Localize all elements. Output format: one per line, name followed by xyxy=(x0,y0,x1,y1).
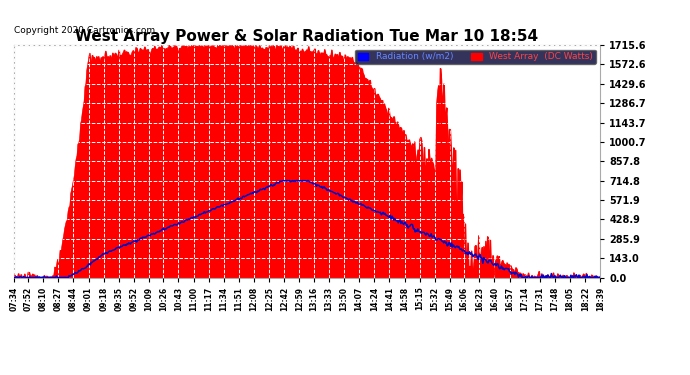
Legend: Radiation (w/m2), West Array  (DC Watts): Radiation (w/m2), West Array (DC Watts) xyxy=(355,50,595,64)
Title: West Array Power & Solar Radiation Tue Mar 10 18:54: West Array Power & Solar Radiation Tue M… xyxy=(75,29,539,44)
Text: Copyright 2020 Cartronics.com: Copyright 2020 Cartronics.com xyxy=(14,26,155,34)
